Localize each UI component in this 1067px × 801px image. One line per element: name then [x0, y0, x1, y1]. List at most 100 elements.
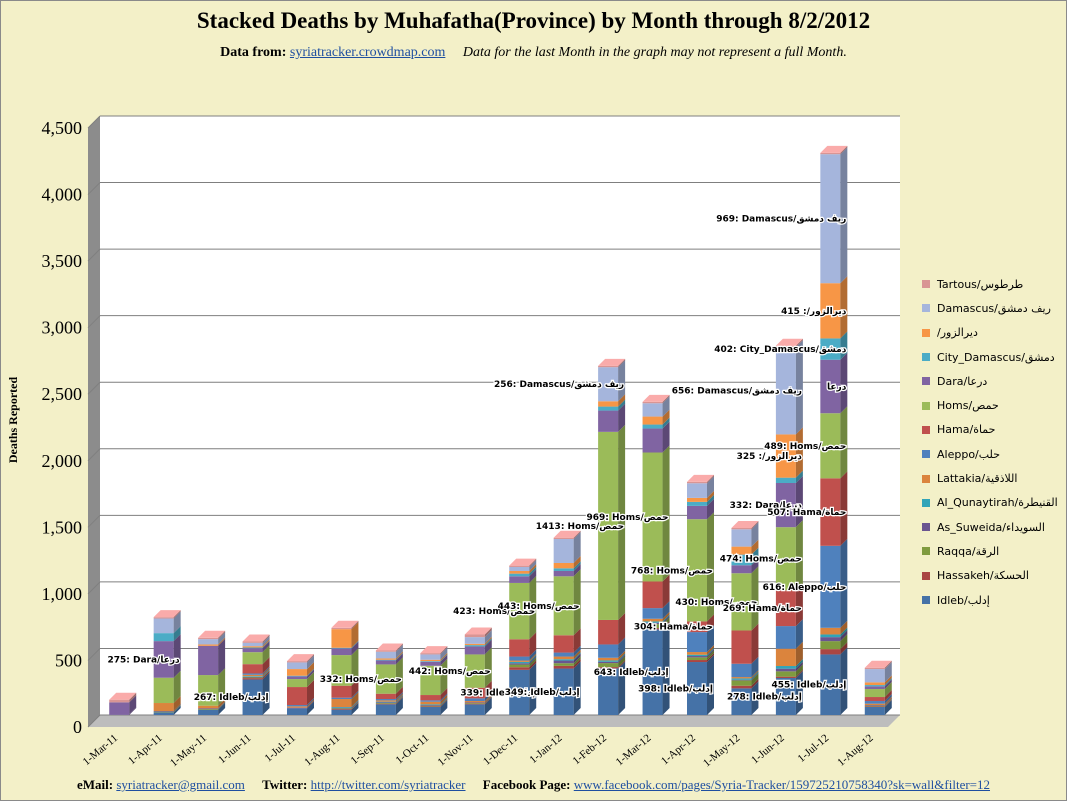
bar-segment-side: [173, 696, 181, 712]
bar-segment-side: [707, 649, 714, 658]
bar-segment: [153, 712, 174, 715]
bar-top: [153, 610, 181, 618]
bar-segment: [420, 661, 441, 662]
x-tick-label: 1-Apr-11: [126, 732, 165, 767]
bar-segment-side: [707, 494, 714, 506]
bar-segment: [509, 576, 530, 583]
bar-segment: [287, 661, 307, 663]
bar-segment: [553, 539, 574, 563]
bar-segment: [420, 705, 441, 706]
bar-segment: [464, 646, 485, 655]
facebook-link[interactable]: www.facebook.com/pages/Syria-Tracker/159…: [573, 777, 990, 792]
bar-segment-side: [351, 702, 359, 710]
bar-segment-side: [573, 555, 581, 569]
bar-segment-side: [884, 662, 892, 683]
data-annotation: 443: Homs/حمص: [498, 602, 580, 612]
bar-segment-side: [529, 662, 537, 715]
bar-segment: [375, 693, 396, 700]
bar-segment-side: [795, 340, 803, 435]
bar-segment-side: [395, 696, 403, 705]
bar-segment-side: [218, 637, 226, 646]
bar-segment: [420, 659, 441, 662]
bar-segment-side: [262, 640, 270, 649]
bar-segment: [331, 699, 352, 708]
bar-segment: [687, 657, 707, 661]
bar-top: [509, 558, 537, 566]
bar-segment: [420, 701, 441, 705]
y-tick-label: 4,000: [42, 185, 83, 205]
data-annotation: 489: Homs/حمص: [764, 442, 846, 452]
bar-segment-side: [662, 396, 670, 417]
bar-segment-side: [795, 669, 803, 678]
bar-segment: [731, 529, 752, 547]
legend-label: Hassakeh/الحسكة: [937, 569, 1029, 583]
bar-segment: [598, 668, 619, 715]
bar-segment-side: [662, 421, 670, 453]
source-link[interactable]: syriatracker.crowdmap.com: [289, 45, 446, 60]
bar-segment-side: [751, 558, 759, 574]
bar-segment-side: [751, 522, 759, 547]
bar-segment: [420, 700, 441, 702]
legend-item: Dara/درعا: [922, 369, 1058, 393]
bar-segment-side: [440, 698, 448, 706]
gridline-side: [87, 714, 101, 728]
data-annotation: 339: Idleb/إدلب: [460, 688, 535, 698]
bar-top: [420, 646, 448, 654]
x-tick-label: 1-Mar-12: [614, 732, 654, 768]
bar-segment-side: [351, 701, 359, 710]
legend-swatch: [922, 304, 930, 313]
y-tick-label: 4,500: [42, 118, 83, 138]
legend-label: City_Damascus/دمشق: [937, 350, 1055, 364]
bar-segment-side: [262, 634, 270, 643]
bar-segment: [375, 660, 396, 665]
bar-segment-side: [173, 610, 181, 619]
bar-segment-side: [484, 627, 492, 638]
bar-segment-side: [262, 671, 270, 680]
bar-segment: [553, 659, 574, 661]
bar-segment-side: [751, 520, 759, 530]
bar-segment: [553, 570, 574, 577]
bar-segment-side: [262, 666, 270, 675]
legend-swatch: [922, 280, 930, 289]
twitter-link[interactable]: http://twitter.com/syriatracker: [310, 777, 466, 792]
bar-segment: [642, 621, 663, 623]
bar-segment-side: [840, 630, 848, 642]
bar-segment: [731, 677, 752, 679]
bar-segment-side: [573, 652, 581, 661]
bar-segment: [642, 428, 663, 453]
legend-swatch: [922, 353, 930, 362]
bar-segment-side: [707, 474, 714, 484]
bar-segment: [109, 714, 130, 715]
bar-segment-side: [573, 649, 581, 660]
legend-item: City_Damascus/دمشق: [922, 345, 1058, 369]
bar-top: [331, 620, 359, 628]
bar-segment-side: [618, 403, 626, 432]
legend-item: Damascus/ريف دمشق: [922, 296, 1058, 320]
bar-segment: [553, 652, 574, 657]
bar-segment: [331, 627, 352, 630]
bar-segment: [775, 434, 796, 478]
legend-swatch: [922, 377, 930, 386]
email-link[interactable]: syriatracker@gmail.com: [116, 777, 245, 792]
bar-segment-side: [618, 661, 626, 715]
bar-segment: [331, 708, 352, 710]
bar-top: [820, 145, 848, 153]
bar-segment-side: [307, 654, 314, 663]
data-annotation: 969: Damascus/ريف دمشق: [716, 215, 846, 225]
bar-segment: [420, 695, 441, 701]
bar-segment: [642, 581, 663, 609]
bar-segment-side: [707, 647, 714, 657]
bar-segment: [775, 677, 796, 715]
bar-segment-side: [395, 644, 403, 659]
bar-segment-side: [395, 694, 403, 703]
bar-segment-side: [662, 417, 670, 429]
gridline-side: [87, 648, 101, 661]
bar-segment: [553, 568, 574, 571]
bar-segment-side: [484, 647, 492, 688]
bar-top: [642, 394, 670, 402]
legend-item: Hama/حماة: [922, 418, 1058, 442]
bar-segment: [864, 697, 885, 702]
bar-segment: [775, 590, 796, 627]
source-label: Data from:: [220, 45, 287, 60]
data-annotation: 415 :/ديرالزور: [781, 307, 847, 317]
